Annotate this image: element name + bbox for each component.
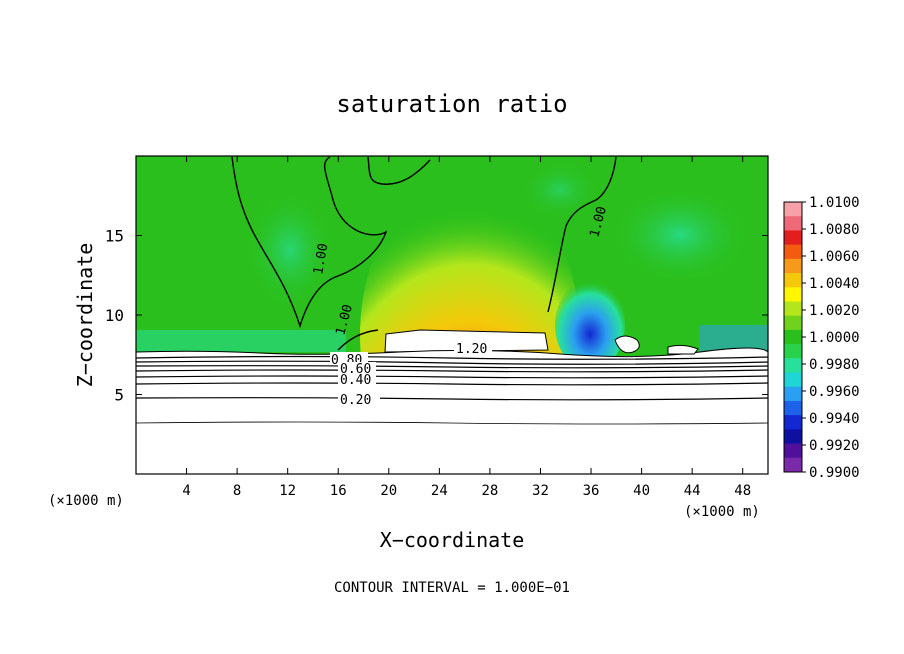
colorbar-swatch [784, 216, 802, 231]
colorbar-label: 0.9900 [809, 465, 860, 481]
contour-label-0.80-bg [330, 352, 368, 365]
cyan-patch-right [610, 185, 750, 285]
colorbar-swatch [784, 329, 802, 345]
contour-1.00-lower [337, 329, 379, 351]
colorbar: 1.0100 1.0080 1.0060 1.0040 1.0020 1.0000 0.99… [783, 195, 860, 481]
blue-band-left [136, 330, 346, 352]
colorbar-label: 1.0060 [809, 249, 860, 265]
x-tick-label: 4 [182, 483, 190, 499]
x-unit-left: (×1000 m) [48, 493, 124, 509]
contour-label-0.20: 0.20 [340, 393, 371, 408]
colorbar-swatch [784, 415, 802, 430]
chart-title: saturation ratio [336, 90, 567, 118]
colorbar-swatch [784, 372, 802, 388]
colorbar-label: 1.0000 [809, 330, 860, 346]
colorbar-label: 0.9980 [809, 357, 860, 373]
colorbar-swatch [784, 386, 802, 402]
x-unit-right: (×1000 m) [684, 504, 760, 520]
colorbar-swatch [784, 202, 802, 217]
colorbar-swatch [784, 287, 802, 302]
contour-label-0.20-bg [338, 392, 380, 405]
lower-white-region [136, 348, 768, 474]
x-axis: 4 8 12 16 20 24 28 32 36 40 44 48 [182, 156, 751, 499]
colorbar-swatch [784, 400, 802, 416]
x-tick-label: 32 [532, 483, 549, 499]
colorbar-swatch [784, 230, 802, 246]
x-tick-label: 20 [380, 483, 397, 499]
colorbar-label: 1.0040 [809, 276, 860, 292]
colorbar-label: 0.9920 [809, 438, 860, 454]
x-tick-label: 44 [684, 483, 701, 499]
y-tick-label: 15 [105, 227, 124, 246]
colorbar-swatch [784, 258, 802, 274]
colorbar-swatch [784, 344, 802, 359]
y-axis: 5 10 15 [105, 227, 768, 405]
colorbar-label: 0.9940 [809, 411, 860, 427]
colorbar-swatch [784, 244, 802, 260]
colorbar-label: 1.0080 [809, 222, 860, 238]
x-axis-label: X−coordinate [380, 528, 525, 552]
colorbar-swatch [784, 273, 802, 288]
x-tick-label: 12 [279, 483, 296, 499]
x-tick-label: 36 [583, 483, 600, 499]
contour-stack [136, 355, 768, 425]
contour-interval-note: CONTOUR INTERVAL = 1.000E−01 [334, 580, 570, 596]
contour-1.00-left [231, 156, 388, 329]
y-axis-label: Z−coordinate [73, 243, 97, 388]
small-cloud-b [667, 344, 699, 355]
contour-label-1.20: 1.20 [456, 342, 487, 357]
colorbar-swatch [784, 358, 802, 374]
y-tick-label: 5 [114, 386, 124, 405]
colorbar-swatch [784, 443, 802, 459]
contour-1.00-right [547, 156, 617, 313]
colorbar-label: 1.0020 [809, 303, 860, 319]
y-tick-label: 10 [105, 306, 124, 325]
colorbar-swatch [784, 301, 802, 317]
x-tick-label: 16 [330, 483, 347, 499]
x-tick-label: 48 [734, 483, 751, 499]
contour-label-1.00-a: 1.00 [311, 242, 331, 275]
dry-anomaly [555, 280, 625, 370]
colorbar-label: 1.0100 [809, 195, 860, 211]
colorbar-swatch [784, 457, 802, 473]
contour-label-0.60-bg [338, 362, 376, 374]
colorbar-label: 0.9960 [809, 384, 860, 400]
colorbar-swatch [784, 315, 802, 331]
cyan-patch-top [520, 160, 600, 220]
contour-1.00-center [367, 156, 431, 185]
blue-band-right [700, 325, 768, 352]
contour-label-1.20-bg [454, 341, 492, 355]
x-tick-label: 8 [233, 483, 241, 499]
x-tick-label: 40 [633, 483, 650, 499]
x-tick-label: 28 [481, 483, 498, 499]
contour-label-0.40-bg [338, 373, 376, 385]
colorbar-swatch [784, 429, 802, 445]
small-cloud-a [614, 335, 640, 354]
x-tick-label: 24 [431, 483, 448, 499]
cyan-patch-left [245, 190, 335, 310]
contour-label-0.40: 0.40 [340, 373, 371, 388]
plot-area [136, 156, 768, 474]
